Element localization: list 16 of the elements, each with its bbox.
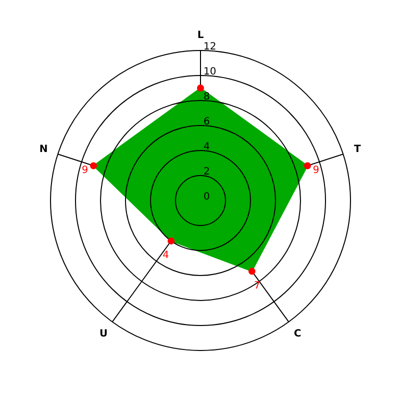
y-tick-label: 8	[204, 92, 210, 102]
y-tick-label: 12	[204, 42, 216, 52]
text: 4	[162, 250, 170, 262]
y-tick-label: 0	[204, 192, 210, 202]
y-tick-label: 2	[204, 166, 210, 178]
spoke-label: C	[294, 328, 302, 340]
text: 9	[312, 164, 320, 176]
text: 7	[254, 280, 260, 292]
spoke-label: U	[99, 328, 108, 340]
spoke-label: T	[354, 144, 362, 156]
spoke-label: L	[197, 30, 204, 41]
spoke-label: N	[39, 144, 48, 156]
text: 9	[82, 164, 88, 176]
y-tick-label: 4	[204, 142, 210, 152]
y-tick-label: 6	[204, 116, 210, 128]
y-tick-label: 10	[204, 66, 216, 78]
